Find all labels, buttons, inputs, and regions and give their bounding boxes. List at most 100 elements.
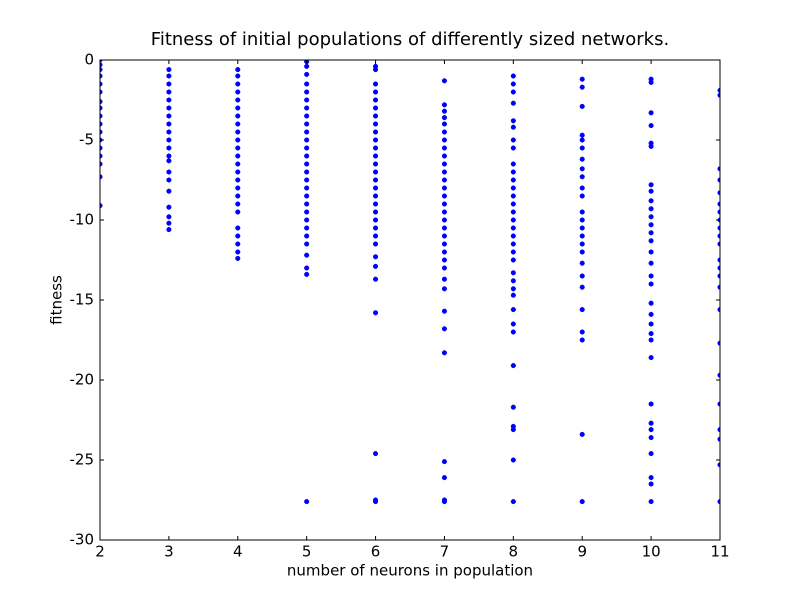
y-tick-label: 0: [84, 51, 94, 69]
point: [100, 67, 103, 73]
point: [648, 499, 654, 505]
point: [579, 329, 585, 335]
point: [717, 499, 720, 505]
x-tick-label: 11: [710, 543, 729, 561]
point: [579, 84, 585, 90]
point: [510, 249, 516, 255]
point: [100, 73, 103, 79]
point: [648, 143, 654, 149]
point: [441, 201, 447, 207]
point: [373, 451, 379, 457]
point: [166, 158, 172, 164]
point: [510, 193, 516, 199]
point: [717, 233, 720, 239]
y-tick-label: -5: [79, 131, 94, 149]
point: [579, 137, 585, 143]
point: [304, 233, 310, 239]
point: [166, 121, 172, 127]
point: [648, 273, 654, 279]
point: [166, 204, 172, 210]
point: [100, 153, 103, 159]
point: [648, 331, 654, 337]
point: [304, 129, 310, 135]
point: [166, 214, 172, 220]
point: [717, 190, 720, 196]
point: [441, 177, 447, 183]
point: [579, 166, 585, 172]
point: [579, 249, 585, 255]
point: [373, 129, 379, 135]
point: [304, 177, 310, 183]
point: [510, 100, 516, 106]
point: [648, 481, 654, 487]
point: [235, 161, 241, 167]
point: [100, 62, 103, 68]
y-axis-label: fitness: [48, 275, 66, 325]
point: [579, 233, 585, 239]
point: [235, 255, 241, 261]
point: [235, 169, 241, 175]
x-tick-label: 10: [642, 543, 661, 561]
point: [648, 355, 654, 361]
point: [304, 217, 310, 223]
point: [166, 113, 172, 119]
x-tick-label: 7: [440, 543, 450, 561]
y-tick-label: -25: [70, 451, 95, 469]
point: [100, 99, 103, 105]
point: [648, 206, 654, 212]
point: [579, 307, 585, 313]
point: [441, 129, 447, 135]
point: [510, 307, 516, 313]
point: [304, 169, 310, 175]
x-tick-label: 4: [233, 543, 243, 561]
point: [441, 241, 447, 247]
point: [648, 110, 654, 116]
point: [373, 121, 379, 127]
point: [373, 225, 379, 231]
point: [648, 427, 654, 433]
point: [166, 153, 172, 159]
point: [648, 420, 654, 426]
point: [441, 209, 447, 215]
point: [304, 105, 310, 111]
point: [304, 193, 310, 199]
point: [100, 113, 103, 119]
point: [579, 185, 585, 191]
point: [235, 137, 241, 143]
point: [304, 121, 310, 127]
point: [166, 169, 172, 175]
point: [235, 121, 241, 127]
point: [717, 201, 720, 207]
point: [373, 185, 379, 191]
point: [304, 241, 310, 247]
point: [304, 252, 310, 258]
point: [510, 499, 516, 505]
point: [166, 220, 172, 226]
point: [510, 145, 516, 151]
point: [648, 281, 654, 287]
point: [648, 249, 654, 255]
point: [510, 89, 516, 95]
point: [579, 174, 585, 180]
point: [441, 233, 447, 239]
point: [717, 166, 720, 172]
point: [373, 81, 379, 87]
point: [373, 201, 379, 207]
point: [510, 321, 516, 327]
point: [441, 350, 447, 356]
point: [235, 241, 241, 247]
x-tick-label: 9: [577, 543, 587, 561]
point: [510, 161, 516, 167]
point: [510, 225, 516, 231]
y-tick-label: -15: [70, 291, 95, 309]
point: [579, 337, 585, 343]
point: [510, 177, 516, 183]
point: [373, 145, 379, 151]
point: [441, 225, 447, 231]
point: [373, 263, 379, 269]
point: [510, 241, 516, 247]
point: [648, 182, 654, 188]
point: [648, 214, 654, 220]
point: [510, 270, 516, 276]
